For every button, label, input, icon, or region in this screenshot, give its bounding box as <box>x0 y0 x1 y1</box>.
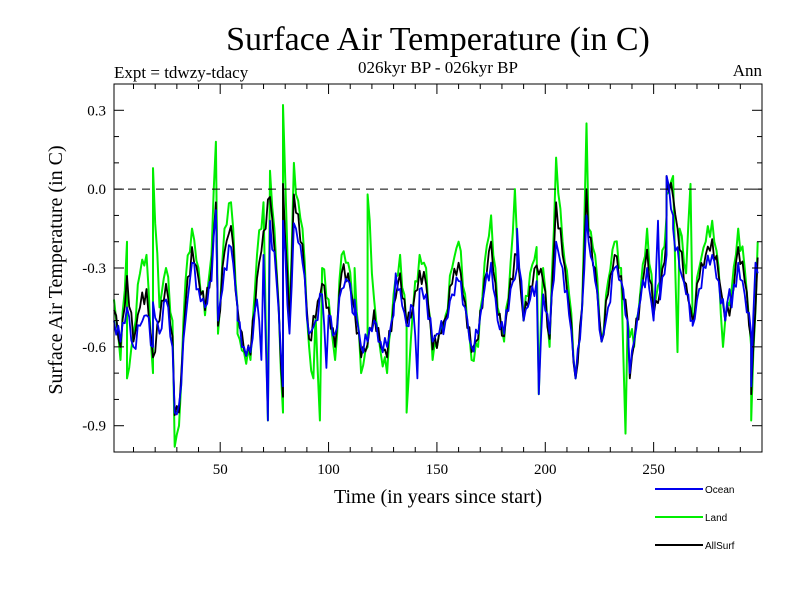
y-tick-label: -0.6 <box>82 340 106 356</box>
y-tick-label: -0.3 <box>82 261 106 277</box>
legend-label-allsurf: AllSurf <box>705 541 735 552</box>
legend-label-ocean: Ocean <box>705 485 734 496</box>
chart-subtitle: 026kyr BP - 026kyr BP <box>358 58 518 77</box>
y-tick-label: 0.0 <box>87 182 106 198</box>
plot-area: 50 100 150 200 250 0.3 0.0 -0.3 -0.6 -0.9 <box>82 83 763 478</box>
y-axis-label: Surface Air Temperature (in C) <box>45 145 67 394</box>
x-tick-label: 50 <box>213 462 228 478</box>
season-label: Ann <box>733 61 763 80</box>
series-layer <box>113 104 759 448</box>
legend-label-land: Land <box>705 513 727 524</box>
y-tick-label: -0.9 <box>82 419 106 435</box>
y-tick-label: 0.3 <box>87 103 106 119</box>
legend: Ocean Land AllSurf <box>655 485 735 552</box>
series-line-ocean <box>113 175 759 422</box>
chart-title: Surface Air Temperature (in C) <box>226 21 650 58</box>
x-tick-label: 250 <box>642 462 665 478</box>
x-tick-label: 200 <box>534 462 557 478</box>
x-tick-label: 100 <box>317 462 340 478</box>
experiment-label: Expt = tdwzy-tdacy <box>114 63 249 82</box>
tick-layer: 50 100 150 200 250 0.3 0.0 -0.3 -0.6 -0.9 <box>82 84 762 478</box>
x-tick-label: 150 <box>426 462 449 478</box>
x-axis-label: Time (in years since start) <box>334 486 542 508</box>
